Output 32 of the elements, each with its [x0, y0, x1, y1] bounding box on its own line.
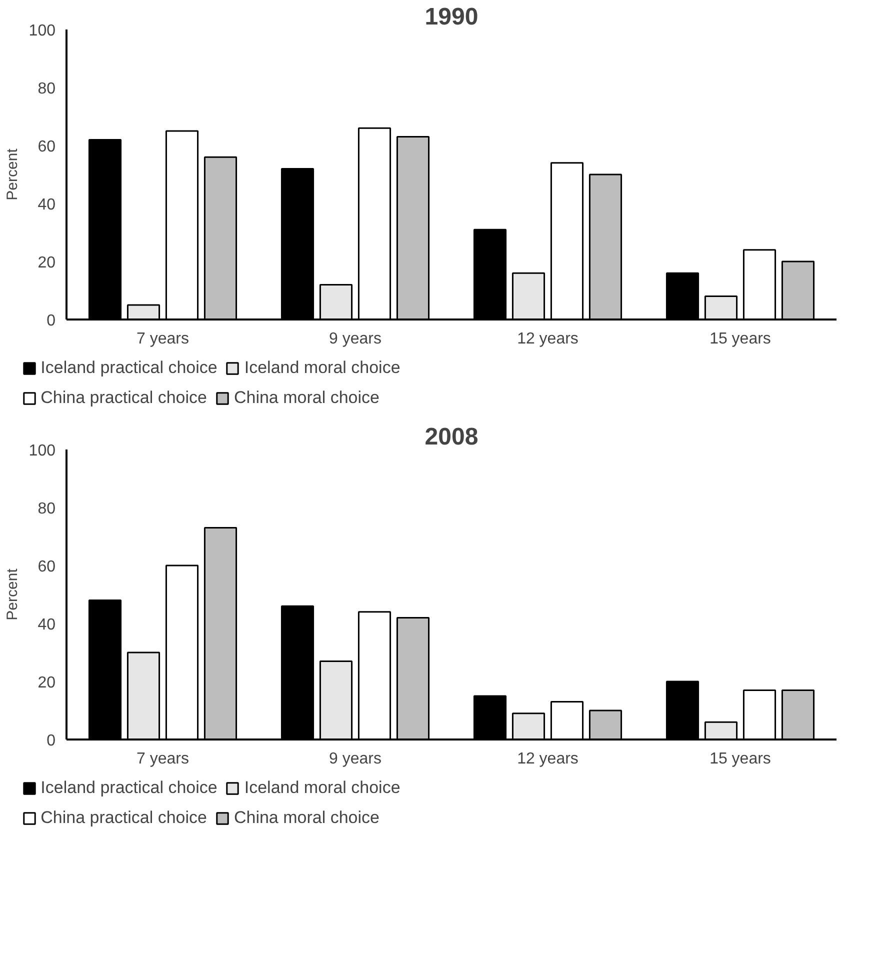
- legend-label: Iceland moral choice: [244, 358, 400, 378]
- y-tick-label: 20: [38, 254, 56, 272]
- x-tick-label: 9 years: [329, 330, 382, 348]
- y-tick-label: 40: [38, 616, 56, 634]
- y-tick-label: 80: [38, 80, 56, 98]
- legend-label: China moral choice: [234, 808, 380, 828]
- y-tick-label: 60: [38, 558, 56, 576]
- y-tick-label: 60: [38, 138, 56, 156]
- x-tick-label: 15 years: [710, 750, 771, 768]
- x-tick-label: 12 years: [517, 330, 578, 348]
- chart-title: 1990: [424, 4, 478, 30]
- legend-label: Iceland practical choice: [40, 778, 218, 798]
- chart-title: 2008: [424, 424, 478, 450]
- y-tick-label: 20: [38, 674, 56, 692]
- y-axis-title: Percent: [4, 568, 21, 620]
- legend-label: China practical choice: [40, 808, 207, 828]
- y-tick-label: 100: [28, 22, 56, 40]
- x-tick-label: 12 years: [517, 750, 578, 768]
- y-tick-label: 100: [28, 442, 56, 460]
- legend-label: Iceland practical choice: [40, 358, 218, 378]
- legend-label: China moral choice: [234, 388, 380, 408]
- x-tick-label: 15 years: [710, 330, 771, 348]
- x-tick-label: 7 years: [136, 750, 189, 768]
- legend-label: Iceland moral choice: [244, 778, 400, 798]
- y-tick-label: 80: [38, 500, 56, 518]
- y-tick-label: 40: [38, 196, 56, 214]
- x-tick-label: 7 years: [136, 330, 189, 348]
- y-axis-title: Percent: [4, 148, 21, 200]
- y-tick-label: 0: [46, 312, 56, 330]
- y-tick-label: 0: [46, 732, 56, 750]
- legend-label: China practical choice: [40, 388, 207, 408]
- x-tick-label: 9 years: [329, 750, 382, 768]
